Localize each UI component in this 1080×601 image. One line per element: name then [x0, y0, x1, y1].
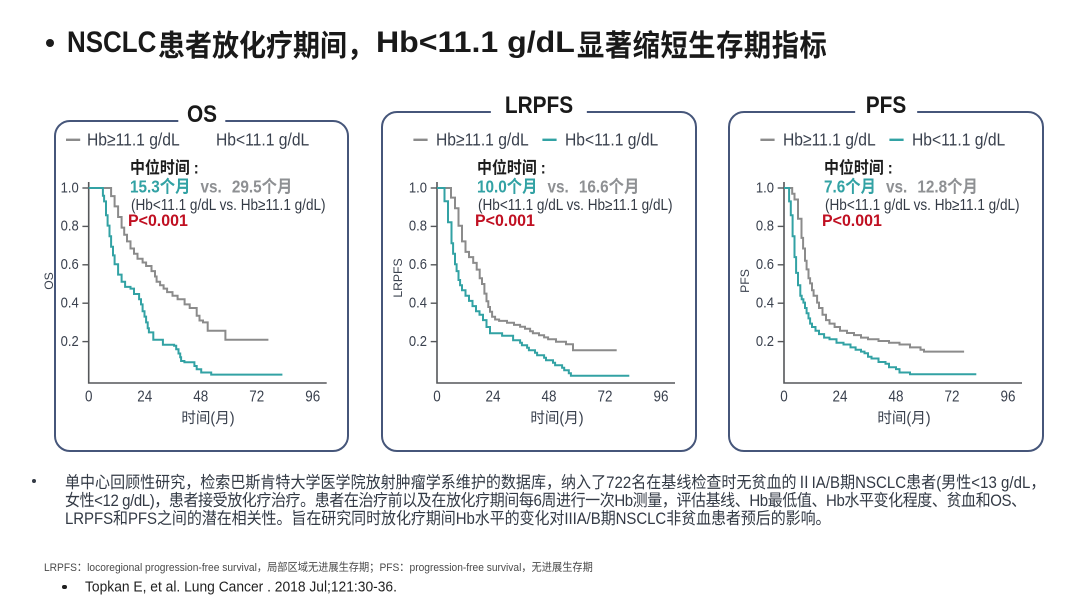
svg-text:0.4: 0.4 [756, 294, 774, 311]
svg-text:1.0: 1.0 [756, 178, 774, 195]
svg-text:0.4: 0.4 [61, 294, 79, 311]
svg-text:48: 48 [542, 389, 557, 406]
svg-text:0.2: 0.2 [756, 332, 774, 349]
svg-text:0.8: 0.8 [756, 217, 774, 234]
svg-text:96: 96 [1001, 389, 1016, 406]
svg-text:0: 0 [780, 389, 787, 406]
svg-text:0.4: 0.4 [409, 294, 427, 311]
svg-text:1.0: 1.0 [61, 178, 79, 195]
svg-text:24: 24 [137, 389, 152, 406]
svg-text:48: 48 [193, 389, 208, 406]
svg-text:96: 96 [654, 389, 669, 406]
svg-text:0.6: 0.6 [409, 255, 427, 272]
svg-text:0.6: 0.6 [61, 255, 79, 272]
svg-text:0: 0 [433, 389, 440, 406]
svg-text:0.2: 0.2 [409, 332, 427, 349]
svg-text:24: 24 [833, 389, 848, 406]
svg-text:96: 96 [305, 389, 320, 406]
svg-text:0.2: 0.2 [61, 332, 79, 349]
svg-text:48: 48 [889, 389, 904, 406]
svg-text:0.8: 0.8 [61, 217, 79, 234]
svg-text:0: 0 [85, 389, 92, 406]
svg-text:0.6: 0.6 [756, 255, 774, 272]
svg-text:72: 72 [945, 389, 960, 406]
svg-text:0.8: 0.8 [409, 217, 427, 234]
svg-text:72: 72 [598, 389, 613, 406]
svg-text:1.0: 1.0 [409, 178, 427, 195]
svg-text:72: 72 [249, 389, 264, 406]
svg-text:24: 24 [486, 389, 501, 406]
